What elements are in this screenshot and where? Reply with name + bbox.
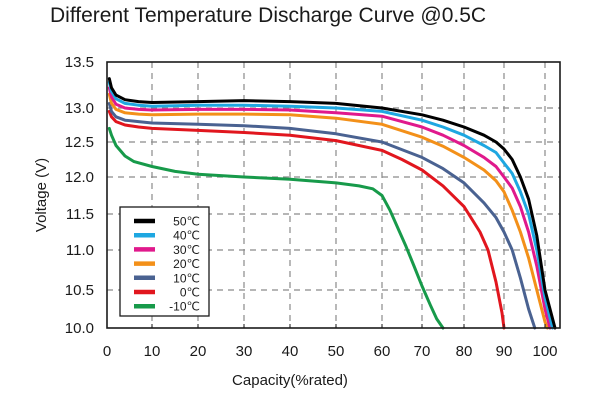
series-line-10c xyxy=(107,101,537,330)
y-tick-label: 11.0 xyxy=(66,242,94,259)
y-tick-label: 12.5 xyxy=(65,134,94,151)
y-tick-label: 13.5 xyxy=(65,54,94,71)
x-tick-label: 100 xyxy=(532,343,557,360)
legend-label: 30℃ xyxy=(173,243,200,257)
x-tick-label: 50 xyxy=(328,343,345,360)
y-tick-label: 10.5 xyxy=(65,282,94,299)
x-tick-label: 60 xyxy=(374,343,391,360)
legend: 50℃40℃30℃20℃10℃0℃-10℃ xyxy=(119,206,210,317)
y-tick-label: 10.0 xyxy=(65,320,94,337)
series-line-40c xyxy=(107,80,554,330)
legend-label: 40℃ xyxy=(173,229,200,243)
x-tick-labels: 0 10 20 30 40 50 60 70 80 90 100 xyxy=(103,324,558,360)
y-axis-label: Voltage (V) xyxy=(33,158,50,232)
x-tick-label: 30 xyxy=(236,343,253,360)
legend-label: 0℃ xyxy=(180,286,200,300)
legend-label: 20℃ xyxy=(173,257,200,271)
legend-label: 50℃ xyxy=(173,215,200,229)
chart-title: Different Temperature Discharge Curve @0… xyxy=(50,4,487,27)
legend-label: 10℃ xyxy=(173,271,200,285)
series-line--10c xyxy=(107,126,445,330)
y-tick-label: 11.5 xyxy=(66,206,94,223)
series-lines xyxy=(107,77,557,330)
x-axis-label: Capacity(%rated) xyxy=(232,372,348,389)
x-tick-label: 80 xyxy=(456,343,473,360)
legend-label: -10℃ xyxy=(169,300,200,314)
x-tick-label: 70 xyxy=(414,343,431,360)
x-tick-label: 40 xyxy=(282,343,299,360)
series-line-20c xyxy=(107,92,549,330)
x-tick-label: 0 xyxy=(103,343,111,360)
y-tick-label: 13.0 xyxy=(65,100,94,117)
plot-frame xyxy=(106,61,561,329)
y-tick-label: 12.0 xyxy=(65,169,94,186)
series-line-30c xyxy=(107,86,552,330)
x-tick-label: 90 xyxy=(496,343,513,360)
x-tick-label: 10 xyxy=(144,343,161,360)
series-line-50c xyxy=(107,77,557,330)
y-tick-labels: 10.0 10.5 11.0 11.5 12.0 12.5 13.0 13.5 xyxy=(65,54,94,337)
series-line-0c xyxy=(107,109,506,330)
x-tick-label: 20 xyxy=(190,343,207,360)
